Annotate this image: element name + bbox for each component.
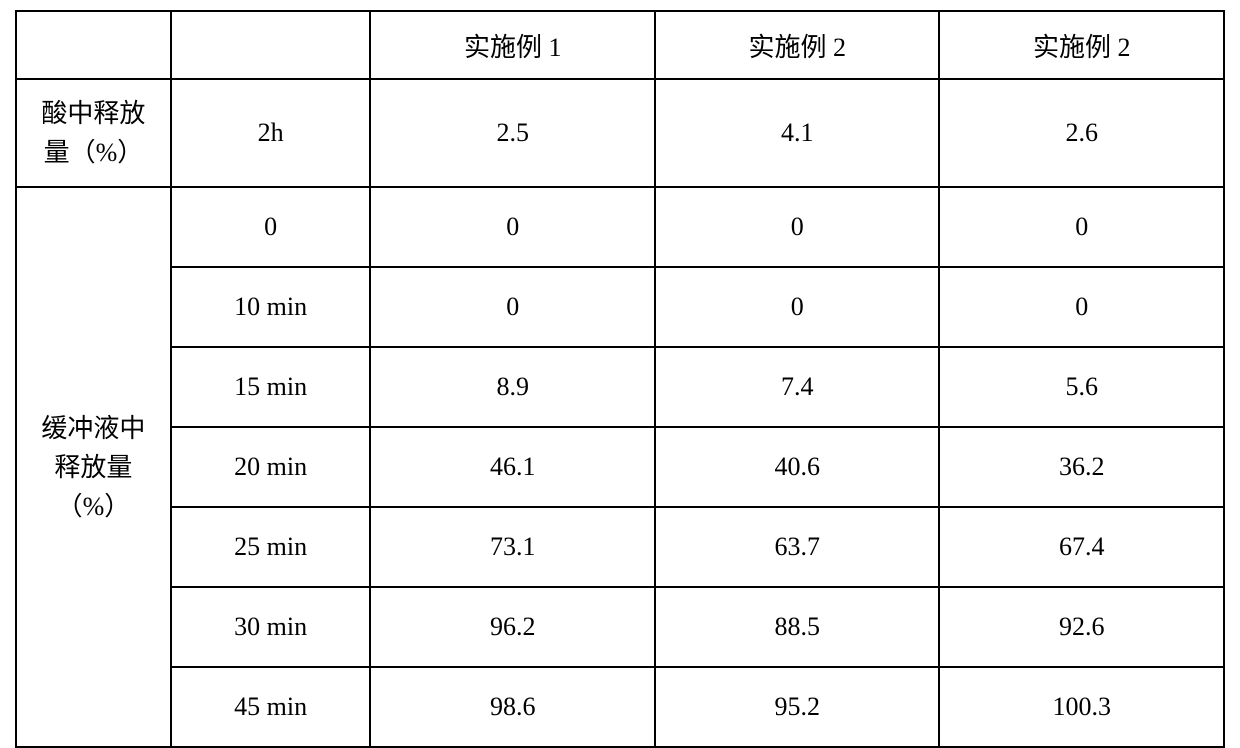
buffer-val-6-0: 98.6 [370, 667, 654, 747]
acid-release-label: 酸中释放 量（%） [16, 79, 171, 187]
buffer-row-6: 45 min 98.6 95.2 100.3 [16, 667, 1224, 747]
buffer-val-1-0: 0 [370, 267, 654, 347]
header-blank-1 [16, 11, 171, 79]
buffer-row-3: 20 min 46.1 40.6 36.2 [16, 427, 1224, 507]
buffer-val-4-2: 67.4 [939, 507, 1224, 587]
buffer-time-1: 10 min [171, 267, 371, 347]
header-example-3: 实施例 2 [939, 11, 1224, 79]
buffer-time-4: 25 min [171, 507, 371, 587]
acid-value-1: 2.5 [370, 79, 654, 187]
header-blank-2 [171, 11, 371, 79]
buffer-row-2: 15 min 8.9 7.4 5.6 [16, 347, 1224, 427]
buffer-val-5-1: 88.5 [655, 587, 939, 667]
header-example-2: 实施例 2 [655, 11, 939, 79]
buffer-val-2-2: 5.6 [939, 347, 1224, 427]
buffer-row-4: 25 min 73.1 63.7 67.4 [16, 507, 1224, 587]
buffer-val-1-1: 0 [655, 267, 939, 347]
table-header-row: 实施例 1 实施例 2 实施例 2 [16, 11, 1224, 79]
buffer-time-2: 15 min [171, 347, 371, 427]
buffer-time-3: 20 min [171, 427, 371, 507]
release-data-table: 实施例 1 实施例 2 实施例 2 酸中释放 量（%） 2h 2.5 4.1 2… [15, 10, 1225, 748]
buffer-label-line1: 缓冲液中 [17, 409, 170, 448]
buffer-row-0: 缓冲液中 释放量 （%） 0 0 0 0 [16, 187, 1224, 267]
buffer-val-6-1: 95.2 [655, 667, 939, 747]
acid-value-3: 2.6 [939, 79, 1224, 187]
acid-label-line2: 量（%） [17, 133, 170, 172]
buffer-row-1: 10 min 0 0 0 [16, 267, 1224, 347]
buffer-val-1-2: 0 [939, 267, 1224, 347]
acid-label-line1: 酸中释放 [17, 94, 170, 133]
acid-release-row: 酸中释放 量（%） 2h 2.5 4.1 2.6 [16, 79, 1224, 187]
buffer-val-4-1: 63.7 [655, 507, 939, 587]
buffer-val-3-1: 40.6 [655, 427, 939, 507]
buffer-time-6: 45 min [171, 667, 371, 747]
buffer-val-2-0: 8.9 [370, 347, 654, 427]
buffer-val-0-2: 0 [939, 187, 1224, 267]
acid-value-2: 4.1 [655, 79, 939, 187]
buffer-val-4-0: 73.1 [370, 507, 654, 587]
acid-time-cell: 2h [171, 79, 371, 187]
buffer-val-3-2: 36.2 [939, 427, 1224, 507]
buffer-release-label: 缓冲液中 释放量 （%） [16, 187, 171, 747]
buffer-time-0: 0 [171, 187, 371, 267]
buffer-label-line2: 释放量 [17, 448, 170, 487]
buffer-val-5-2: 92.6 [939, 587, 1224, 667]
buffer-val-0-1: 0 [655, 187, 939, 267]
buffer-row-5: 30 min 96.2 88.5 92.6 [16, 587, 1224, 667]
buffer-val-0-0: 0 [370, 187, 654, 267]
buffer-val-3-0: 46.1 [370, 427, 654, 507]
buffer-time-5: 30 min [171, 587, 371, 667]
buffer-val-6-2: 100.3 [939, 667, 1224, 747]
buffer-val-2-1: 7.4 [655, 347, 939, 427]
header-example-1: 实施例 1 [370, 11, 654, 79]
buffer-val-5-0: 96.2 [370, 587, 654, 667]
buffer-label-line3: （%） [17, 487, 170, 526]
